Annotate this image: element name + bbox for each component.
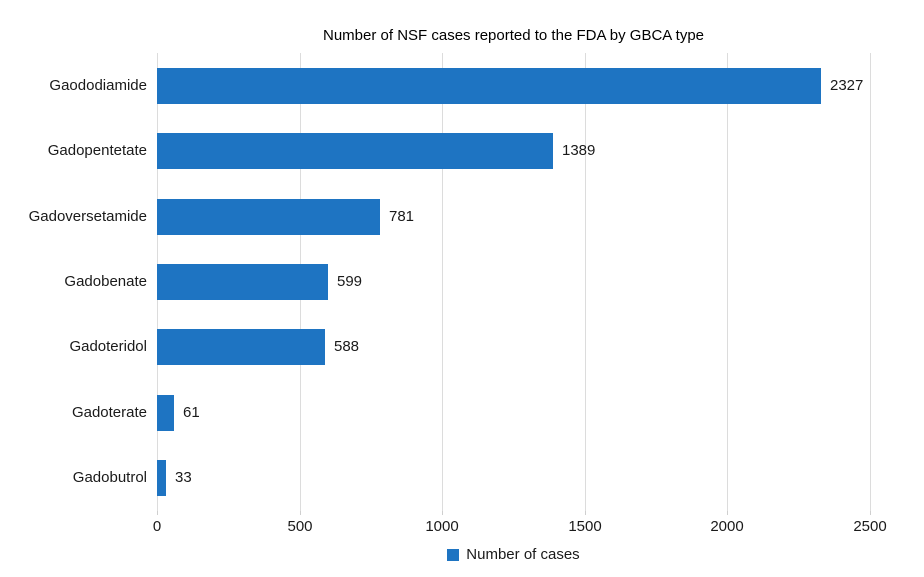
- bar-gadoversetamide: [157, 199, 380, 235]
- gridline-x-2500: [870, 53, 871, 511]
- category-label: Gadoterate: [71, 404, 147, 421]
- bar-gadoterate: [157, 395, 174, 431]
- value-label: 61: [183, 404, 200, 421]
- tickmark-x-1500: [585, 511, 586, 515]
- legend-swatch-icon: [447, 548, 460, 561]
- value-label: 33: [175, 469, 192, 486]
- bar-gadobenate: [157, 264, 328, 300]
- category-label: Gaododiamide: [49, 77, 147, 94]
- x-tick-label: 2500: [853, 518, 887, 535]
- category-label: Gadopentetate: [47, 142, 147, 159]
- tickmark-x-2000: [727, 511, 728, 515]
- category-label: Gadobenate: [64, 273, 147, 290]
- chart-title: Number of NSF cases reported to the FDA …: [323, 27, 704, 44]
- tickmark-x-2500: [870, 511, 871, 515]
- tickmark-x-1000: [442, 511, 443, 515]
- gridline-x-1000: [442, 53, 443, 511]
- category-label: Gadoversetamide: [28, 208, 147, 225]
- value-label: 781: [389, 208, 415, 225]
- bar-gaododiamide: [157, 68, 821, 104]
- tickmark-x-500: [300, 511, 301, 515]
- bar-gadobutrol: [157, 460, 166, 496]
- value-label: 588: [334, 338, 360, 355]
- category-label: Gadoteridol: [69, 338, 147, 355]
- legend: Number of cases: [157, 546, 870, 563]
- x-tick-label: 0: [152, 518, 162, 535]
- value-label: 1389: [562, 142, 596, 159]
- value-label: 2327: [830, 77, 864, 94]
- x-tick-label: 1000: [425, 518, 459, 535]
- bar-gadoteridol: [157, 329, 325, 365]
- legend-label: Number of cases: [466, 546, 580, 563]
- x-tick-label: 2000: [710, 518, 744, 535]
- x-tick-label: 1500: [568, 518, 602, 535]
- bar-gadopentetate: [157, 133, 553, 169]
- gridline-x-2000: [727, 53, 728, 511]
- category-label: Gadobutrol: [72, 469, 147, 486]
- gridline-x-1500: [585, 53, 586, 511]
- x-tick-label: 500: [287, 518, 313, 535]
- value-label: 599: [337, 273, 363, 290]
- tickmark-x-0: [157, 511, 158, 515]
- plot-area: 0 500 1000 1500 2000 2500 Gaododiamide 2327 Gado…: [29, 53, 887, 535]
